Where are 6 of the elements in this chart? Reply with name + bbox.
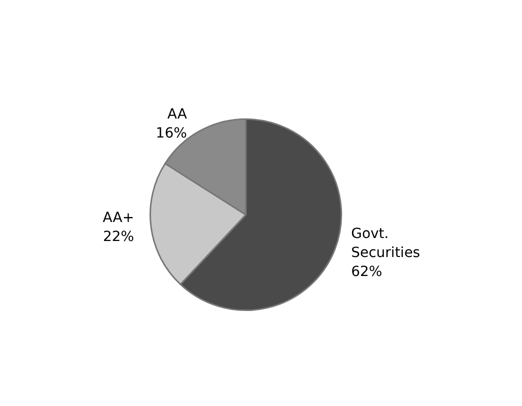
slice-label: Govt. Securities <box>351 226 420 261</box>
data-label: 16% <box>156 125 187 142</box>
data-label: 62% <box>351 264 382 280</box>
slice-label: AA <box>167 106 188 122</box>
data-label: 22% <box>102 229 134 246</box>
slice-label: AA+ <box>102 210 134 226</box>
